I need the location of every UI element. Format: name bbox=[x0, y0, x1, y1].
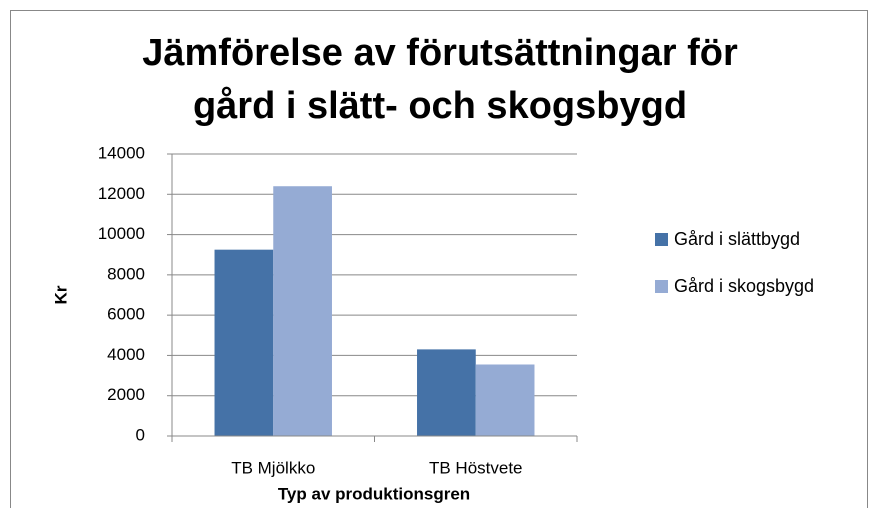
x-tick-label: TB Höstvete bbox=[429, 458, 523, 477]
y-tick-label: 12000 bbox=[98, 184, 145, 203]
chart-title: Jämförelse av förutsättningar för bbox=[142, 32, 738, 74]
chart-title: gård i slätt- och skogsbygd bbox=[193, 85, 687, 127]
bar bbox=[417, 349, 476, 436]
y-tick-label: 4000 bbox=[107, 345, 145, 364]
bar bbox=[475, 364, 535, 436]
legend-swatch bbox=[655, 233, 668, 246]
y-tick-label: 0 bbox=[136, 425, 145, 444]
y-tick-label: 14000 bbox=[98, 143, 145, 162]
bar bbox=[214, 249, 274, 436]
y-tick-label: 6000 bbox=[107, 305, 145, 324]
legend-label: Gård i skogsbygd bbox=[674, 276, 814, 296]
legend-label: Gård i slättbygd bbox=[674, 229, 800, 249]
x-axis-title: Typ av produktionsgren bbox=[278, 484, 470, 503]
legend-swatch bbox=[655, 280, 668, 293]
y-tick-label: 2000 bbox=[107, 385, 145, 404]
y-axis-title: Kr bbox=[51, 285, 70, 304]
bar bbox=[273, 186, 332, 436]
y-tick-label: 8000 bbox=[107, 264, 145, 283]
x-tick-label: TB Mjölkko bbox=[231, 458, 315, 477]
y-tick-label: 10000 bbox=[98, 224, 145, 243]
